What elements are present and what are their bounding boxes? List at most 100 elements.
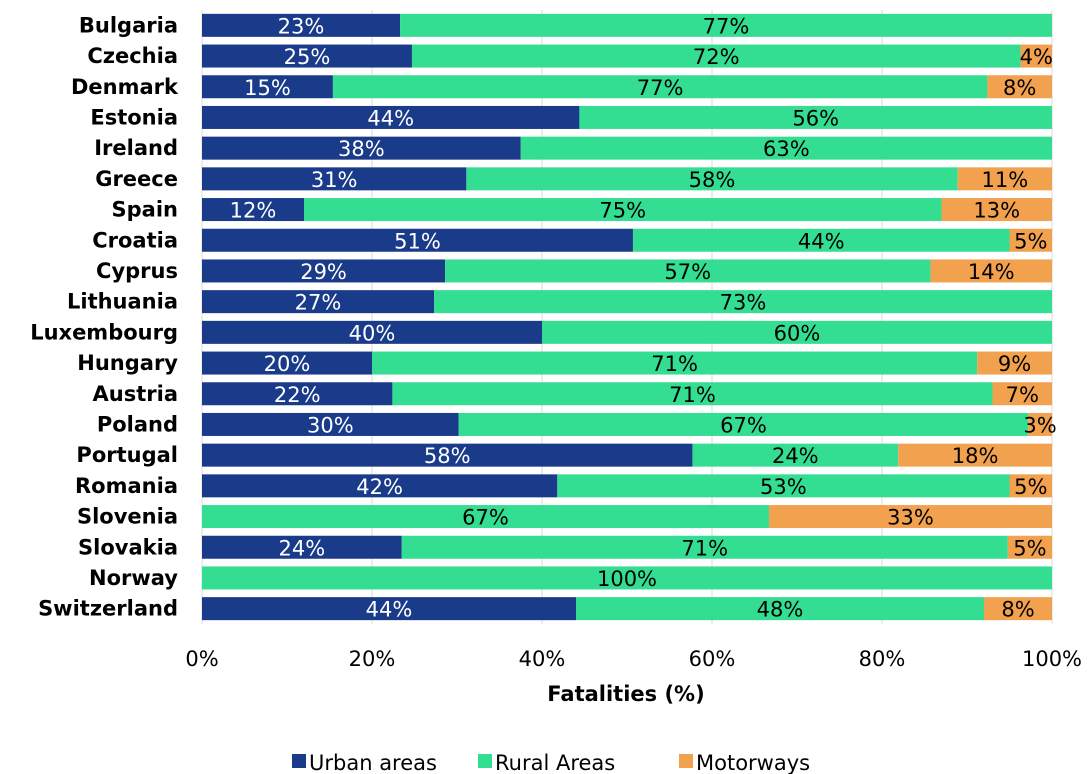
category-label: Hungary [77,351,178,375]
bar-segment [579,105,1052,129]
bar-segment [520,136,1052,160]
data-label: 100% [597,567,657,591]
x-tick-labels: 0% 20% 40% 60% 80% 100% [185,647,1082,671]
data-label: 9% [998,352,1031,376]
category-label: Austria [93,382,178,406]
category-label: Bulgaria [79,13,178,37]
legend-label: Rural Areas [495,751,615,774]
category-label: Switzerland [38,597,178,621]
x-tick-label: 20% [349,647,396,671]
bar-segment [1020,44,1052,68]
bar-segment [202,535,402,559]
bar-segment [202,167,467,191]
bar-segment [957,167,1052,191]
x-tick-label: 100% [1022,647,1082,671]
data-label: 4% [1020,45,1053,69]
data-label: 12% [230,199,277,223]
bar-segment [458,412,1029,436]
category-labels: Bulgaria Czechia Denmark Estonia Ireland Gree… [30,13,179,620]
data-label: 33% [887,506,934,530]
data-label: 8% [1003,76,1036,100]
bar-segment [692,443,899,467]
category-label: Denmark [71,75,179,99]
data-label: 27% [295,291,342,315]
bar-segment [984,597,1052,621]
data-label: 44% [798,229,845,253]
bar-segment [202,44,412,68]
data-label: 71% [669,383,716,407]
bar-segment [930,259,1052,283]
bar-segment [202,259,446,283]
bar-segment [576,597,984,621]
category-label: Greece [95,167,178,191]
category-label: Slovenia [77,505,178,529]
category-label: Romania [75,474,178,498]
bar-segment [632,228,1010,252]
data-label: 51% [394,229,441,253]
bar-segment [202,474,558,498]
category-label: Ireland [94,136,178,160]
bar-segment [202,505,769,529]
data-label: 7% [1006,383,1039,407]
data-label: 3% [1023,413,1056,437]
data-label: 56% [792,106,839,130]
bar-segment [557,474,1010,498]
bar-segment [434,290,1052,314]
legend-swatch [679,754,693,768]
data-label: 58% [424,444,471,468]
bar-segment [898,443,1052,467]
data-label: 5% [1014,229,1047,253]
data-label: 67% [720,413,767,437]
x-tick-label: 0% [185,647,218,671]
bar-segment [202,320,542,344]
data-label: 71% [681,536,728,560]
category-label: Slovakia [78,535,178,559]
x-tick-label: 60% [689,647,736,671]
category-label: Poland [97,412,178,436]
category-label: Estonia [90,105,178,129]
data-label: 77% [637,76,684,100]
data-label: 42% [356,475,403,499]
legend-label: Motorways [696,751,810,774]
data-label: 23% [278,14,325,38]
data-label: 11% [981,168,1028,192]
bar-segment [392,382,993,406]
bar-segment [202,198,304,222]
data-label: 53% [760,475,807,499]
category-label: Portugal [76,443,178,467]
bar-segment [202,75,333,99]
bar-segment [987,75,1052,99]
bar-segment [401,535,1008,559]
bar-segment [332,75,988,99]
data-label: 73% [720,291,767,315]
bar-segment [1009,474,1052,498]
data-label: 8% [1001,598,1034,622]
data-label: 24% [279,536,326,560]
data-label: 75% [599,199,646,223]
bar-segment [977,351,1052,375]
data-label: 38% [338,137,385,161]
bar-segment [202,382,393,406]
data-label: 31% [311,168,358,192]
category-label: Norway [89,566,178,590]
bar-segment [202,566,1052,590]
legend-swatch [478,754,492,768]
bar-segment [304,198,942,222]
data-label: 71% [651,352,698,376]
bar-segment [941,198,1052,222]
data-label: 48% [757,598,804,622]
bar-segment [202,597,576,621]
data-label: 77% [703,14,750,38]
bar-segment [411,44,1021,68]
category-label: Czechia [87,44,178,68]
bar-segment [768,505,1052,529]
data-label: 15% [244,76,291,100]
data-label: 58% [689,168,736,192]
bar-segment [992,382,1052,406]
bar-segment [1009,228,1052,252]
data-label: 20% [264,352,311,376]
data-label: 67% [462,506,509,530]
data-label: 24% [772,444,819,468]
data-label: 25% [284,45,331,69]
x-tick-label: 40% [519,647,566,671]
